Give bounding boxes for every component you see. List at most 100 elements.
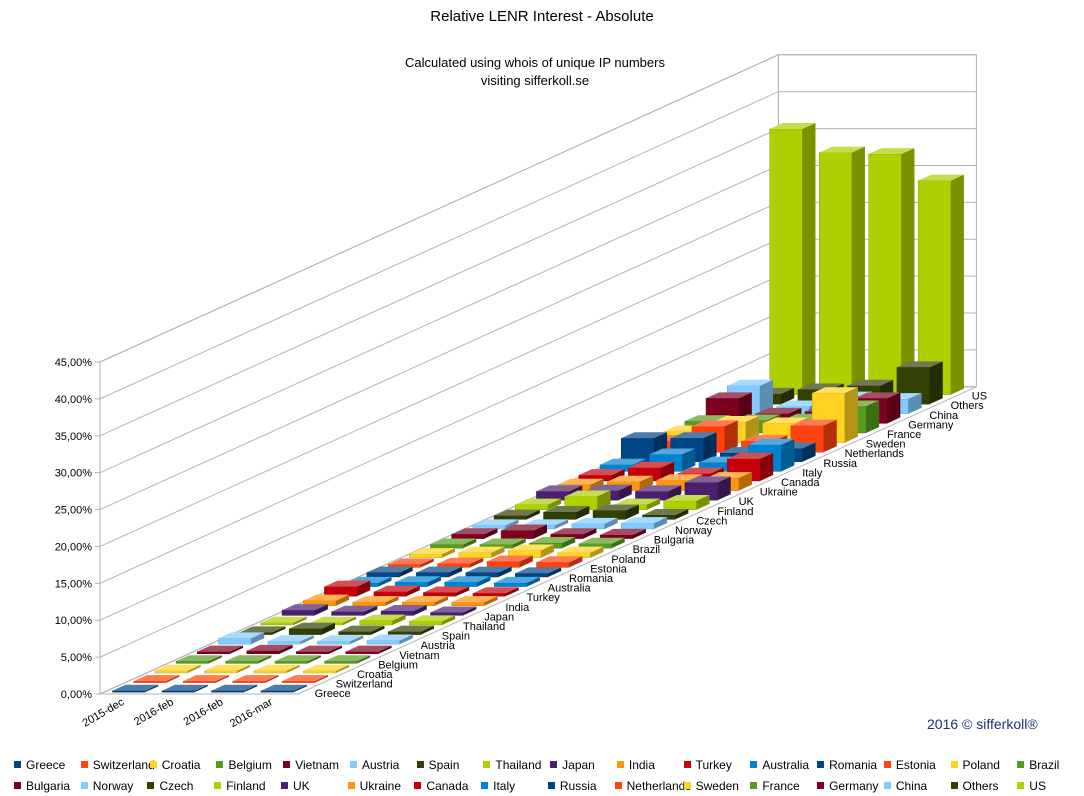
bar-top <box>296 645 343 652</box>
bar-side <box>576 506 590 520</box>
bar-side <box>646 498 661 510</box>
bar-top <box>331 605 378 612</box>
bar-top <box>628 461 675 468</box>
bar-top <box>529 537 576 544</box>
bar-top <box>352 596 399 603</box>
bar-top <box>748 438 795 445</box>
bar-side <box>406 585 420 597</box>
bar-top <box>430 538 477 545</box>
legend-item: Netherlands <box>614 779 691 793</box>
bar-side <box>194 684 208 693</box>
bar-side <box>512 538 526 549</box>
bar-spain <box>387 631 422 635</box>
legend-label: Sweden <box>695 778 739 793</box>
bar-side <box>357 580 371 597</box>
legend-swatch <box>483 761 491 768</box>
bar-vietnam <box>246 650 280 655</box>
bar-side <box>583 528 597 539</box>
bar-side <box>611 537 625 549</box>
legend-label: Belgium <box>228 757 272 772</box>
depth-axis-label: Greece <box>315 688 351 700</box>
depth-axis-label: Romania <box>569 573 614 585</box>
bar-top <box>578 469 625 476</box>
legend-label: Netherlands <box>626 778 692 793</box>
bar-top <box>303 594 350 601</box>
bar-india <box>352 601 386 607</box>
bar-top <box>854 392 901 399</box>
legend-label: Australia <box>762 757 810 772</box>
legend-swatch <box>216 761 224 768</box>
legend-swatch <box>817 761 825 768</box>
legend-item: India <box>616 758 684 772</box>
bar-top <box>409 615 456 622</box>
legend-item: Switzerland <box>80 758 155 772</box>
legend-swatch <box>750 761 758 768</box>
depth-axis-label: Others <box>951 400 985 412</box>
bar-side <box>229 645 244 654</box>
bar-top <box>656 474 703 481</box>
bar-side <box>526 576 540 587</box>
bar-side <box>781 387 795 405</box>
depth-axis-label: Spain <box>442 631 470 643</box>
bar-turkey <box>423 592 457 597</box>
bar-side <box>244 684 258 693</box>
legend-label: Bulgaria <box>26 778 71 793</box>
legend-label: Turkey <box>695 757 732 772</box>
bar-side <box>618 484 632 501</box>
depth-axis-label: US <box>972 391 987 403</box>
bar-side <box>547 498 562 510</box>
legend-label: Poland <box>962 757 1000 772</box>
y-tick-label: 45,00% <box>55 357 93 369</box>
bar-top <box>133 675 180 682</box>
legend-swatch <box>481 782 489 789</box>
legend-swatch <box>950 761 958 768</box>
bar-top <box>607 475 653 482</box>
legend-item: Finland <box>214 779 281 793</box>
legend-item: Estonia <box>883 758 951 772</box>
bar-brazil <box>430 544 464 549</box>
bar-india <box>451 601 485 607</box>
bar-side <box>335 594 350 606</box>
bar-side <box>378 576 392 587</box>
bar-side <box>632 528 646 539</box>
bar-top <box>578 537 625 544</box>
depth-axis-label: Austria <box>421 640 456 652</box>
legend-label: China <box>895 778 928 793</box>
legend-label: France <box>762 778 800 793</box>
bar-top <box>225 655 272 662</box>
bar-japan <box>331 611 365 616</box>
legend-label: Czech <box>159 778 194 793</box>
bar-czech <box>493 515 527 520</box>
bar-top <box>585 484 632 491</box>
bar-side <box>703 432 717 462</box>
bar-side <box>265 675 279 683</box>
depth-axis-label: Croatia <box>357 669 393 681</box>
bar-top <box>868 148 915 155</box>
bar-side <box>166 675 180 683</box>
legend-item: Romania <box>817 758 884 772</box>
bar-top <box>112 684 159 691</box>
gridline <box>99 54 977 363</box>
chart-title: Relative LENR Interest - Absolute <box>430 8 654 25</box>
depth-axis-label: Germany <box>908 419 954 431</box>
bar-top <box>359 614 406 621</box>
bar-top <box>543 506 590 512</box>
legend-swatch <box>147 782 155 789</box>
legend-swatch <box>80 782 88 789</box>
bar-top <box>154 664 201 671</box>
bar-side <box>759 379 774 414</box>
bar-side <box>343 616 357 625</box>
legend-label: Russia <box>559 778 597 793</box>
bar-austria <box>267 640 301 645</box>
bar-side <box>901 148 915 395</box>
bar-top <box>373 585 420 592</box>
bar-top <box>684 476 731 483</box>
bar-top <box>557 546 604 553</box>
bar-side <box>823 419 837 453</box>
bar-side <box>950 174 964 395</box>
bar-side <box>505 519 519 529</box>
bar-top <box>430 606 477 613</box>
legend-item: France <box>750 779 817 793</box>
legend-item: Croatia <box>149 758 217 772</box>
legend-swatch <box>283 761 291 768</box>
